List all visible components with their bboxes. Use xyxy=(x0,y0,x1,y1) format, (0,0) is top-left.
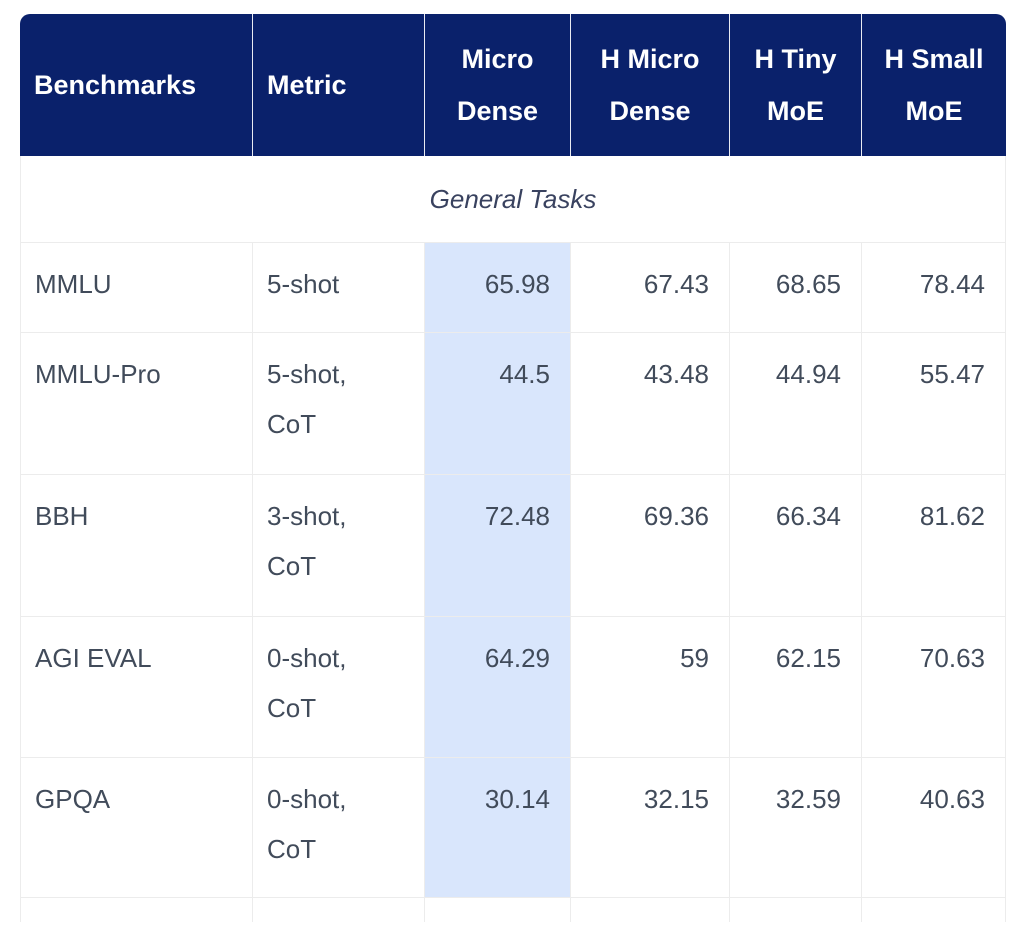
benchmark-name: BBH xyxy=(20,475,253,617)
value-cell-h-tiny-moe: 32.59 xyxy=(730,758,862,898)
empty-cell xyxy=(571,898,730,922)
empty-cell xyxy=(20,898,253,922)
metric-cell: 5-shot xyxy=(253,243,425,333)
value-cell-h-small-moe: 81.62 xyxy=(862,475,1006,617)
empty-cell xyxy=(730,898,862,922)
value-cell-h-small-moe: 55.47 xyxy=(862,333,1006,475)
column-header-benchmarks: Benchmarks xyxy=(20,14,253,156)
table-header: Benchmarks Metric Micro Dense H Micro De… xyxy=(20,14,1006,156)
table-row-gpqa: GPQA 0-shot, CoT 30.14 32.15 32.59 40.63 xyxy=(20,758,1006,898)
value-cell-micro-dense: 44.5 xyxy=(425,333,571,475)
empty-cell xyxy=(425,898,571,922)
column-header-h-micro-dense: H Micro Dense xyxy=(571,14,730,156)
value-cell-h-tiny-moe: 66.34 xyxy=(730,475,862,617)
value-cell-h-micro-dense: 43.48 xyxy=(571,333,730,475)
column-header-h-small-moe: H Small MoE xyxy=(862,14,1006,156)
value-cell-micro-dense: 64.29 xyxy=(425,617,571,758)
column-header-metric: Metric xyxy=(253,14,425,156)
metric-cell: 3-shot, CoT xyxy=(253,475,425,617)
empty-cell xyxy=(253,898,425,922)
table-row-bbh: BBH 3-shot, CoT 72.48 69.36 66.34 81.62 xyxy=(20,475,1006,617)
benchmark-table: Benchmarks Metric Micro Dense H Micro De… xyxy=(20,14,1006,922)
header-row: Benchmarks Metric Micro Dense H Micro De… xyxy=(20,14,1006,156)
section-label: General Tasks xyxy=(20,156,1006,243)
value-cell-h-small-moe: 70.63 xyxy=(862,617,1006,758)
value-cell-h-small-moe: 40.63 xyxy=(862,758,1006,898)
table-row-partial xyxy=(20,898,1006,922)
table-row-agi-eval: AGI EVAL 0-shot, CoT 64.29 59 62.15 70.6… xyxy=(20,617,1006,758)
value-cell-h-micro-dense: 59 xyxy=(571,617,730,758)
benchmark-name: MMLU-Pro xyxy=(20,333,253,475)
benchmark-name: MMLU xyxy=(20,243,253,333)
benchmark-name: AGI EVAL xyxy=(20,617,253,758)
value-cell-micro-dense: 30.14 xyxy=(425,758,571,898)
value-cell-micro-dense: 72.48 xyxy=(425,475,571,617)
value-cell-micro-dense: 65.98 xyxy=(425,243,571,333)
value-cell-h-small-moe: 78.44 xyxy=(862,243,1006,333)
value-cell-h-micro-dense: 32.15 xyxy=(571,758,730,898)
benchmark-results-page: Benchmarks Metric Micro Dense H Micro De… xyxy=(0,14,1024,943)
section-row-general-tasks: General Tasks xyxy=(20,156,1006,243)
value-cell-h-micro-dense: 67.43 xyxy=(571,243,730,333)
empty-cell xyxy=(862,898,1006,922)
metric-cell: 0-shot, CoT xyxy=(253,758,425,898)
value-cell-h-tiny-moe: 68.65 xyxy=(730,243,862,333)
column-header-h-tiny-moe: H Tiny MoE xyxy=(730,14,862,156)
metric-cell: 5-shot, CoT xyxy=(253,333,425,475)
value-cell-h-micro-dense: 69.36 xyxy=(571,475,730,617)
metric-cell: 0-shot, CoT xyxy=(253,617,425,758)
benchmark-name: GPQA xyxy=(20,758,253,898)
value-cell-h-tiny-moe: 62.15 xyxy=(730,617,862,758)
table-body: General Tasks MMLU 5-shot 65.98 67.43 68… xyxy=(20,156,1006,922)
table-row-mmlu: MMLU 5-shot 65.98 67.43 68.65 78.44 xyxy=(20,243,1006,333)
value-cell-h-tiny-moe: 44.94 xyxy=(730,333,862,475)
column-header-micro-dense: Micro Dense xyxy=(425,14,571,156)
table-row-mmlu-pro: MMLU-Pro 5-shot, CoT 44.5 43.48 44.94 55… xyxy=(20,333,1006,475)
